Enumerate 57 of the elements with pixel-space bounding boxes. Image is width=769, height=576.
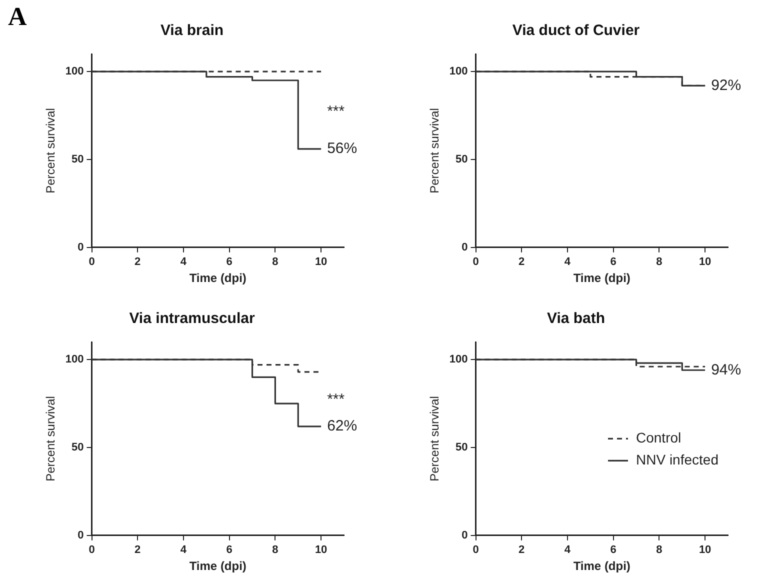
x-tick-label: 10 bbox=[314, 256, 328, 268]
x-axis-title: Time (dpi) bbox=[573, 271, 630, 286]
data-label: 62% bbox=[327, 418, 358, 435]
legend-label: Control bbox=[636, 430, 682, 446]
x-tick-label: 8 bbox=[272, 544, 278, 556]
y-axis-title: Percent survival bbox=[44, 108, 58, 194]
x-axis-title: Time (dpi) bbox=[189, 559, 246, 574]
y-tick-label: 0 bbox=[462, 529, 468, 542]
chart-title: Via brain bbox=[160, 22, 224, 40]
data-label: 92% bbox=[711, 76, 742, 94]
y-tick-label: 100 bbox=[449, 66, 468, 78]
chart-title: Via intramuscular bbox=[129, 310, 255, 328]
x-tick-label: 0 bbox=[88, 256, 95, 268]
data-label: 94% bbox=[711, 361, 742, 378]
x-axis-title: Time (dpi) bbox=[573, 559, 630, 574]
y-tick-label: 50 bbox=[456, 154, 468, 166]
x-tick-label: 0 bbox=[472, 544, 479, 556]
x-tick-label: 10 bbox=[698, 256, 712, 268]
y-tick-label: 100 bbox=[65, 66, 84, 78]
y-axis-title: Percent survival bbox=[428, 108, 442, 194]
y-tick-label: 0 bbox=[462, 241, 468, 254]
y-axis-title: Percent survival bbox=[44, 396, 58, 482]
chart-title: Via duct of Cuvier bbox=[512, 22, 640, 40]
data-label: 56% bbox=[327, 140, 358, 158]
x-tick-label: 4 bbox=[564, 256, 572, 268]
legend-label: NNV infected bbox=[636, 452, 718, 468]
x-tick-label: 4 bbox=[564, 544, 572, 556]
annotation: *** bbox=[327, 103, 345, 120]
x-tick-label: 6 bbox=[226, 544, 232, 556]
x-tick-label: 2 bbox=[518, 256, 525, 268]
x-tick-label: 8 bbox=[272, 256, 278, 268]
x-tick-label: 6 bbox=[610, 256, 616, 268]
y-tick-label: 0 bbox=[78, 241, 84, 254]
text: A bbox=[8, 2, 27, 32]
x-tick-label: 0 bbox=[472, 256, 479, 268]
x-tick-label: 6 bbox=[610, 544, 616, 556]
y-axis-title: Percent survival bbox=[428, 396, 442, 482]
y-tick-label: 0 bbox=[78, 529, 84, 542]
annotation: *** bbox=[327, 391, 345, 408]
x-axis-title: Time (dpi) bbox=[189, 271, 246, 286]
y-tick-label: 100 bbox=[65, 354, 84, 366]
x-tick-label: 4 bbox=[180, 256, 188, 268]
y-tick-label: 50 bbox=[456, 442, 468, 454]
y-tick-label: 50 bbox=[72, 442, 84, 454]
x-tick-label: 2 bbox=[518, 544, 525, 556]
x-tick-label: 2 bbox=[134, 544, 141, 556]
x-tick-label: 10 bbox=[314, 544, 328, 556]
y-tick-label: 100 bbox=[449, 354, 468, 366]
y-tick-label: 50 bbox=[72, 154, 84, 166]
x-tick-label: 4 bbox=[180, 544, 188, 556]
x-tick-label: 10 bbox=[698, 544, 712, 556]
x-tick-label: 0 bbox=[88, 544, 95, 556]
x-tick-label: 6 bbox=[226, 256, 232, 268]
x-tick-label: 8 bbox=[656, 256, 662, 268]
x-tick-label: 2 bbox=[134, 256, 141, 268]
x-tick-label: 8 bbox=[656, 544, 662, 556]
chart-title: Via bath bbox=[546, 310, 606, 328]
